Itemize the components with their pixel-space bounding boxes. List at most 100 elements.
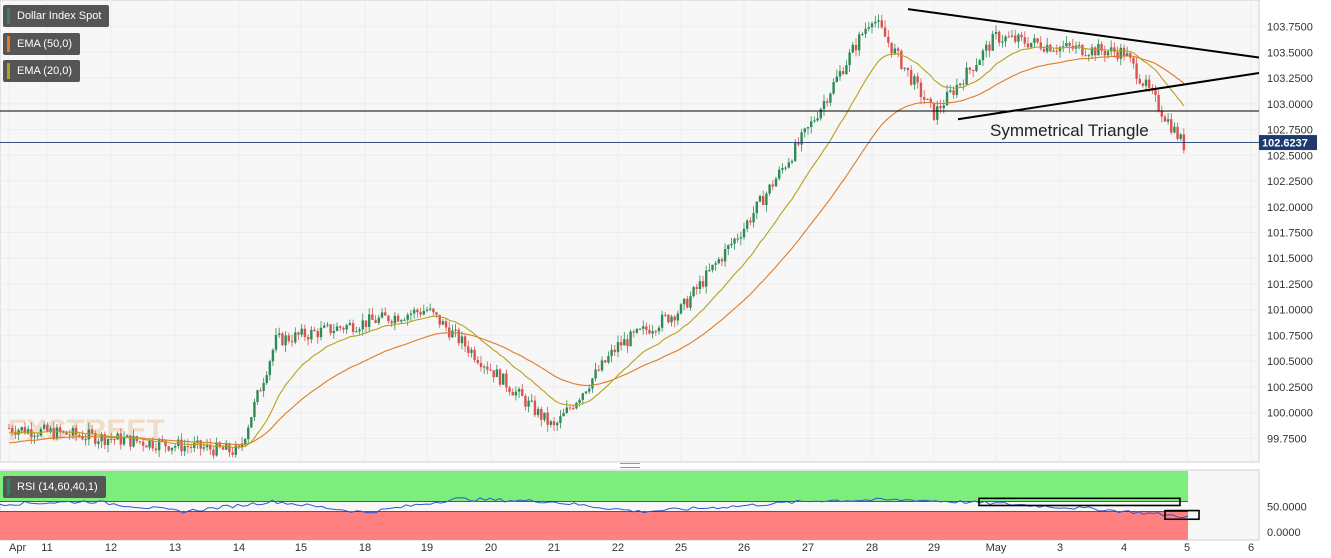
candle-body [584, 391, 588, 394]
candle-body [271, 349, 275, 362]
candle-body [316, 331, 319, 338]
candle-body [1036, 38, 1039, 43]
candle-body [243, 439, 247, 444]
x-tick-label: May [986, 542, 1007, 554]
candle-body [508, 387, 511, 393]
candle-body [926, 98, 929, 100]
candle-body [749, 220, 752, 223]
ema50-line [8, 55, 1185, 446]
candle-body [645, 326, 648, 330]
candle-body [432, 308, 435, 313]
candle-body [705, 270, 708, 287]
candle-body [533, 400, 537, 415]
candle-body [422, 310, 425, 315]
candle-body [193, 442, 196, 448]
candle-body [858, 34, 861, 51]
legend-rsi-label: RSI (14,60,40,1) [17, 481, 98, 493]
candle-body [842, 71, 845, 75]
candle-body [626, 339, 629, 347]
candle-body [110, 439, 113, 441]
candle-body [1132, 57, 1135, 64]
candle-body [883, 27, 887, 37]
candle-body [552, 421, 556, 426]
candle-body [549, 421, 553, 425]
candle-body [790, 160, 794, 163]
candle-body [30, 429, 33, 437]
x-tick-label: 19 [421, 542, 433, 554]
rsi-zones [0, 471, 1188, 540]
candle-body [936, 106, 939, 120]
candle-body [231, 452, 234, 455]
candle-body [517, 389, 521, 392]
legend-symbol[interactable]: Dollar Index Spot [3, 5, 110, 27]
candle-body [648, 329, 651, 334]
last-price-label: 102.6237 [1262, 138, 1308, 150]
candle-body [300, 328, 303, 335]
candle-body [623, 339, 626, 346]
y-tick-label: 100.0000 [1267, 408, 1313, 420]
candle-body [489, 369, 492, 371]
watermark: FXSTREET [8, 414, 165, 447]
candle-body [81, 435, 84, 440]
candle-body [654, 331, 657, 333]
candle-body [978, 60, 981, 66]
candle-body [135, 436, 138, 442]
candle-body [874, 21, 877, 24]
x-tick-label: 4 [1121, 542, 1127, 554]
candle-body [1138, 78, 1141, 84]
candle-body [819, 109, 822, 119]
candle-body [835, 76, 838, 83]
candle-body [667, 314, 670, 323]
candle-body [215, 442, 218, 456]
candle-body [247, 427, 250, 440]
legend-ema50[interactable]: EMA (50,0) [3, 33, 81, 55]
candle-body [384, 312, 387, 316]
candle-body [209, 444, 212, 450]
candle-body [994, 31, 998, 35]
candle-body [657, 327, 661, 332]
candle-body [530, 400, 533, 402]
candle-body [33, 436, 36, 438]
candle-body [736, 238, 739, 240]
candle-body [524, 396, 527, 407]
candle-body [284, 335, 287, 346]
y-tick-label: 100.2500 [1267, 382, 1313, 394]
candle-body [438, 314, 441, 325]
candle-body [387, 315, 390, 322]
candle-body [306, 337, 310, 340]
pane-splitter-handle[interactable] [620, 463, 640, 468]
candle-body [752, 213, 755, 223]
candle-body [711, 264, 714, 271]
candle-body [771, 184, 774, 187]
candle-body [877, 20, 880, 22]
candle-body [968, 67, 972, 70]
candle-body [479, 362, 483, 368]
x-tick-label: 27 [802, 542, 814, 554]
y-tick-label: 103.5000 [1267, 47, 1313, 59]
y-tick-label: 103.0000 [1267, 99, 1313, 111]
legend-rsi[interactable]: RSI (14,60,40,1) [3, 476, 106, 498]
candle-body [278, 333, 281, 335]
candle-body [900, 50, 903, 69]
y-tick-label: 100.7500 [1267, 330, 1313, 342]
candle-body [46, 424, 49, 432]
x-axis: Apr 11 12 13 14 15 18 19 20 21 22 25 26 27 28 29 May 3 4 5 6 [9, 542, 1254, 554]
x-tick-label: 12 [105, 542, 117, 554]
candle-body [416, 309, 419, 313]
candle-body [358, 329, 361, 332]
candle-body [355, 331, 358, 333]
legend-ema20[interactable]: EMA (20,0) [3, 60, 81, 82]
candle-body [310, 329, 313, 340]
rsi-swatch [7, 479, 10, 495]
candle-body [183, 446, 186, 452]
y-axis: 103.7500 103.5000 103.2500 103.0000 102.7500… [1267, 22, 1313, 539]
candle-body [698, 281, 702, 289]
candle-body [945, 91, 949, 106]
candle-body [170, 447, 174, 451]
candle-body [119, 433, 123, 445]
candle-body [1103, 50, 1106, 56]
candle-body [97, 441, 100, 444]
candle-body [189, 447, 193, 449]
candle-body [1010, 35, 1014, 37]
candle-body [339, 326, 342, 328]
